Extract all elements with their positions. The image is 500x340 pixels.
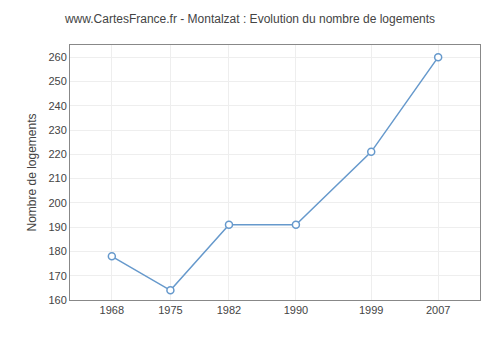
svg-text:180: 180 — [48, 245, 66, 257]
svg-text:1999: 1999 — [359, 304, 383, 316]
svg-text:200: 200 — [48, 197, 66, 209]
svg-text:240: 240 — [48, 100, 66, 112]
svg-text:1990: 1990 — [284, 304, 308, 316]
svg-text:1982: 1982 — [217, 304, 241, 316]
svg-text:250: 250 — [48, 75, 66, 87]
svg-text:1968: 1968 — [100, 304, 124, 316]
svg-text:230: 230 — [48, 124, 66, 136]
svg-text:1975: 1975 — [158, 304, 182, 316]
svg-text:210: 210 — [48, 172, 66, 184]
svg-text:2007: 2007 — [426, 304, 450, 316]
svg-text:160: 160 — [48, 294, 66, 306]
svg-text:260: 260 — [48, 51, 66, 63]
svg-text:Nombre de logements: Nombre de logements — [25, 113, 39, 231]
svg-text:190: 190 — [48, 221, 66, 233]
svg-text:220: 220 — [48, 148, 66, 160]
svg-text:170: 170 — [48, 270, 66, 282]
svg-text:www.CartesFrance.fr - Montalza: www.CartesFrance.fr - Montalzat : Evolut… — [64, 12, 435, 26]
